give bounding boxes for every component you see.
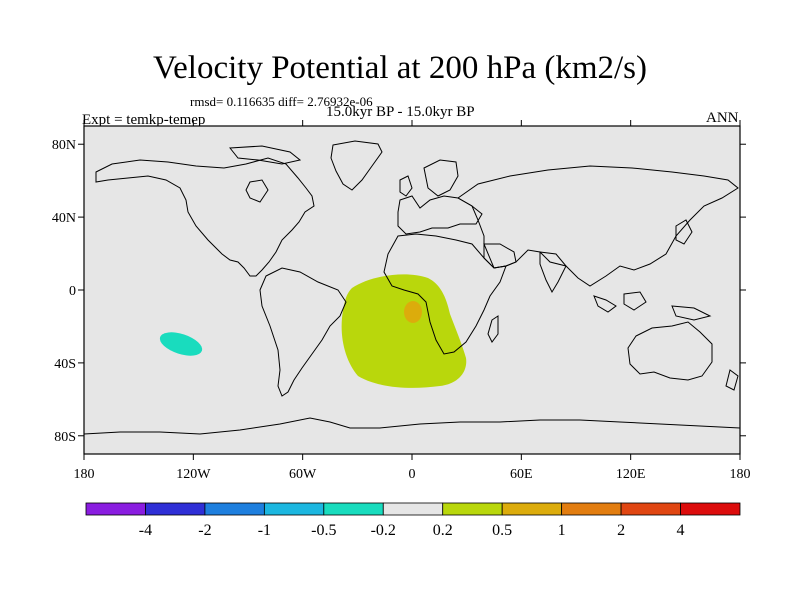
coastlines	[83, 140, 741, 435]
colorbar-label: 0.2	[433, 522, 453, 539]
colorbar-label: -1	[258, 522, 271, 539]
lat-tick-label: 80S	[54, 430, 76, 445]
period-label: 15.0kyr BP - 15.0kyr BP	[326, 104, 475, 120]
lon-tick-label: 60W	[289, 467, 317, 482]
coast-hudson-bay	[245, 179, 269, 203]
coast-north-america	[95, 157, 315, 277]
experiment-label: Expt = temkp-temep	[82, 112, 206, 128]
coast-sumatra-borneo	[593, 291, 647, 313]
colorbar-swatch	[85, 502, 146, 516]
coast-madagascar	[487, 315, 499, 343]
map-axes: 180 120W 60W 0 60E 120E 180 80N 40N 0 40S 80S	[52, 120, 751, 482]
colorbar-swatch	[442, 502, 503, 516]
coast-scandinavia	[423, 159, 459, 197]
lon-tick-label: 0	[409, 467, 416, 482]
coast-europe	[397, 195, 483, 235]
coast-new-zealand	[725, 369, 739, 391]
lat-tick-label: 40S	[54, 357, 76, 372]
colorbar-swatch	[680, 502, 741, 516]
colorbar-swatch	[561, 502, 622, 516]
lon-tick-label: 120E	[616, 467, 646, 482]
coast-new-guinea	[671, 305, 712, 321]
colorbar-label: -4	[139, 522, 152, 539]
colorbar-label: -0.2	[371, 522, 396, 539]
coast-india	[539, 251, 567, 294]
lon-tick-label: 60E	[510, 467, 533, 482]
colorbar-swatch	[204, 502, 265, 516]
positive-anomaly-core	[404, 301, 422, 323]
coast-british-isles	[399, 175, 413, 197]
colorbar-label: 4	[677, 522, 685, 539]
season-label: ANN	[706, 110, 739, 126]
colorbar-swatch	[323, 502, 384, 516]
coast-antarctica	[83, 417, 741, 435]
coast-africa	[383, 233, 507, 355]
lat-tick-label: 40N	[52, 211, 76, 226]
lon-tick-label: 120W	[176, 467, 211, 482]
coast-australia	[627, 321, 713, 381]
colorbar-label: 2	[617, 522, 625, 539]
colorbar-swatch	[382, 502, 444, 516]
coast-south-america	[259, 267, 347, 397]
stats-text: rmsd= 0.116635 diff= 2.76932e-06	[190, 94, 373, 109]
colorbar: -4 -2 -1 -0.5 -0.2 0.2 0.5 1 2 4	[85, 502, 741, 539]
colorbar-swatch	[501, 502, 563, 516]
colorbar-swatch	[145, 502, 206, 516]
negative-anomaly-south-pacific	[159, 332, 203, 356]
coast-arctic-islands	[229, 145, 302, 165]
lat-tick-label: 80N	[52, 138, 76, 153]
lon-tick-label: 180	[730, 467, 751, 482]
coast-japan	[675, 219, 693, 245]
colorbar-label: -2	[198, 522, 211, 539]
plot-title: Velocity Potential at 200 hPa (km2/s)	[152, 50, 648, 86]
colorbar-label: -0.5	[311, 522, 336, 539]
coast-greenland	[330, 140, 383, 191]
map-panel	[83, 125, 741, 455]
colorbar-swatch	[620, 502, 681, 516]
colorbar-label: 0.5	[492, 522, 512, 539]
colorbar-swatch	[263, 502, 325, 516]
lon-tick-label: 180	[74, 467, 95, 482]
colorbar-label: 1	[558, 522, 566, 539]
lat-tick-label: 0	[69, 284, 76, 299]
coast-arabia	[483, 243, 517, 269]
positive-anomaly-south-atlantic	[341, 274, 467, 388]
